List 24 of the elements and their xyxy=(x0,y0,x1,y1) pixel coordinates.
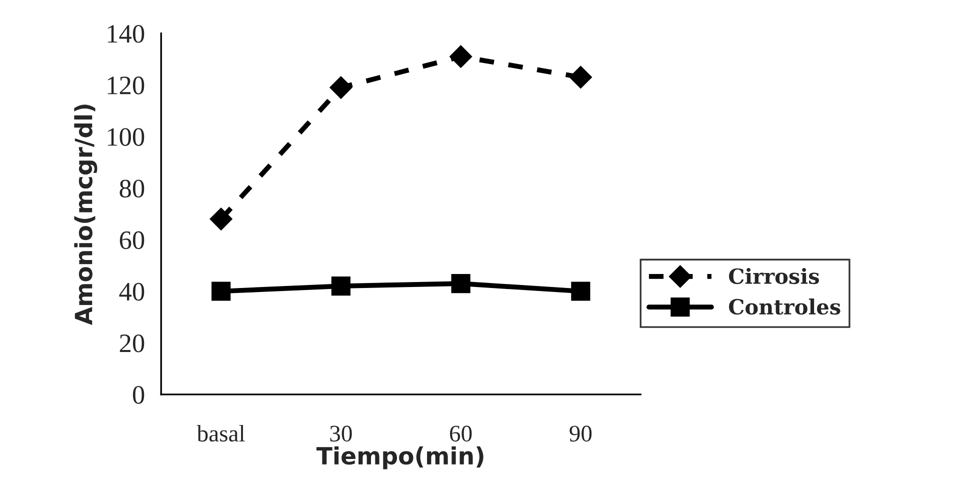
y-tick-label: 80 xyxy=(120,180,144,198)
y-tick-label: 60 xyxy=(120,231,144,250)
point xyxy=(331,276,350,296)
y-tick-label: 20 xyxy=(120,334,144,352)
legend-label: Controles xyxy=(728,298,840,315)
x-tick-label: 60 xyxy=(450,426,472,442)
point xyxy=(330,76,352,99)
x-tick-label: 30 xyxy=(330,426,352,442)
y-axis-title: Amonio(mcgr/dl) xyxy=(74,104,98,326)
legend-label: Cirrosis xyxy=(728,268,819,284)
point xyxy=(210,208,232,230)
x-axis-title: Tiempo(min) xyxy=(316,446,484,470)
x-tick-label: 90 xyxy=(570,426,592,442)
y-tick-label: 140 xyxy=(108,24,144,43)
point xyxy=(449,45,472,68)
point xyxy=(569,66,592,89)
y-tick-label: 40 xyxy=(119,282,144,301)
point xyxy=(571,282,590,301)
x-tick-label: basal xyxy=(196,424,245,442)
y-tick-label: 0 xyxy=(132,386,144,404)
point xyxy=(212,282,231,301)
y-tick-label: 120 xyxy=(108,76,144,94)
point xyxy=(451,274,470,294)
y-tick-label: 100 xyxy=(108,128,144,146)
